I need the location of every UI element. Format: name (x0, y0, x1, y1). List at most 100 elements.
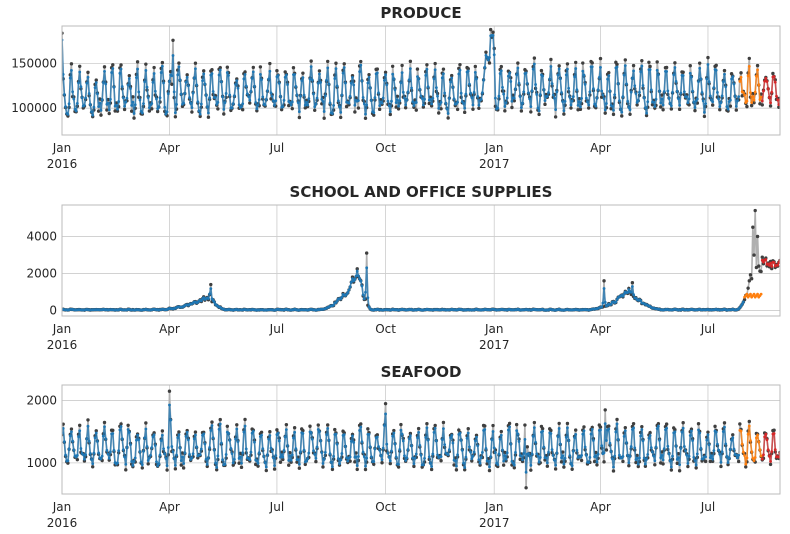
fitted-point (516, 432, 520, 436)
fitted-point (720, 450, 724, 454)
fitted-point (263, 461, 267, 464)
fitted-point (162, 81, 165, 85)
fitted-point (608, 89, 612, 93)
fitted-point (240, 105, 243, 109)
fitted-point (84, 453, 88, 457)
fitted-point (538, 456, 542, 459)
fitted-point (547, 91, 550, 94)
fitted-point (698, 66, 702, 70)
fitted-point (459, 91, 463, 95)
fitted-point (359, 63, 363, 67)
fitted-point (165, 110, 169, 114)
fitted-point (730, 438, 733, 442)
fitted-point (677, 456, 680, 460)
fitted-point (429, 98, 432, 101)
observed-point (275, 69, 279, 73)
fitted-point (302, 93, 306, 97)
fitted-point (569, 462, 573, 465)
fitted-point (686, 101, 690, 105)
fitted-point (603, 422, 607, 426)
observed-point (313, 108, 317, 113)
fitted-point (308, 77, 312, 81)
observed-point (569, 106, 573, 110)
fitted-point (716, 442, 719, 446)
x-tick-label: Apr (159, 141, 180, 155)
observed-point (501, 463, 506, 467)
fitted-point (210, 424, 214, 427)
observed-point (710, 459, 715, 463)
fitted-point (523, 437, 527, 441)
observed-point (359, 59, 363, 64)
fitted-point (342, 66, 346, 69)
observed-point (375, 67, 380, 71)
fitted-point (695, 97, 699, 101)
fitted-point (491, 34, 495, 37)
fitted-point (477, 458, 481, 462)
observed-point (660, 93, 664, 97)
fitted-point (231, 461, 235, 465)
fitted-point (726, 107, 730, 111)
fitted-point (630, 285, 634, 288)
fitted-point (669, 465, 673, 469)
fitted-point (185, 75, 189, 79)
fitted-point (558, 442, 562, 446)
observed-point (474, 433, 479, 437)
fitted-point (375, 435, 379, 439)
observed-point (491, 423, 495, 428)
fitted-point (596, 88, 600, 92)
fitted-point (554, 108, 558, 111)
fitted-point (279, 95, 282, 98)
observed-point (518, 457, 522, 462)
fitted-point (319, 439, 323, 443)
fitted-point (300, 79, 304, 82)
fitted-point (614, 300, 618, 304)
fitted-point (305, 459, 308, 463)
fitted-point (521, 458, 524, 462)
fitted-point (732, 447, 736, 451)
fitted-point (455, 464, 458, 468)
fitted-point (100, 98, 104, 101)
observed-point (736, 459, 741, 464)
fitted-point (177, 433, 181, 437)
fitted-point (178, 446, 182, 450)
fitted-point (685, 453, 689, 457)
fitted-point (310, 78, 314, 82)
fitted-point (542, 88, 546, 92)
fitted-point (210, 72, 214, 76)
fitted-point (519, 106, 523, 110)
fitted-point (336, 457, 340, 460)
fitted-point (685, 95, 689, 99)
fitted-point (367, 75, 371, 79)
fitted-point (736, 99, 739, 103)
fitted-point (666, 89, 670, 93)
fitted-point (667, 452, 671, 456)
fitted-point (412, 104, 416, 107)
fitted-point (473, 439, 477, 443)
fitted-point (587, 103, 591, 107)
fitted-point (351, 434, 354, 438)
fitted-point (75, 453, 79, 457)
fitted-point (581, 69, 585, 73)
fitted-point (196, 100, 200, 104)
fitted-point (315, 96, 319, 100)
fitted-point (72, 448, 76, 452)
fitted-point (323, 451, 327, 454)
fitted-point (426, 85, 430, 89)
fitted-point (353, 103, 357, 107)
observed-point (326, 59, 330, 64)
fitted-point (83, 104, 86, 107)
observed-point (768, 104, 773, 108)
fitted-point (99, 109, 103, 112)
fitted-point (549, 432, 553, 435)
fitted-point (127, 430, 131, 434)
observed-point (598, 56, 603, 61)
fitted-point (483, 65, 487, 69)
fitted-point (91, 113, 95, 117)
observed-point (719, 464, 723, 469)
fitted-point (71, 90, 75, 94)
fitted-point (223, 462, 227, 466)
observed-point (760, 255, 764, 259)
fitted-point (429, 462, 432, 465)
fitted-point (194, 433, 197, 437)
observed-point (127, 73, 132, 78)
